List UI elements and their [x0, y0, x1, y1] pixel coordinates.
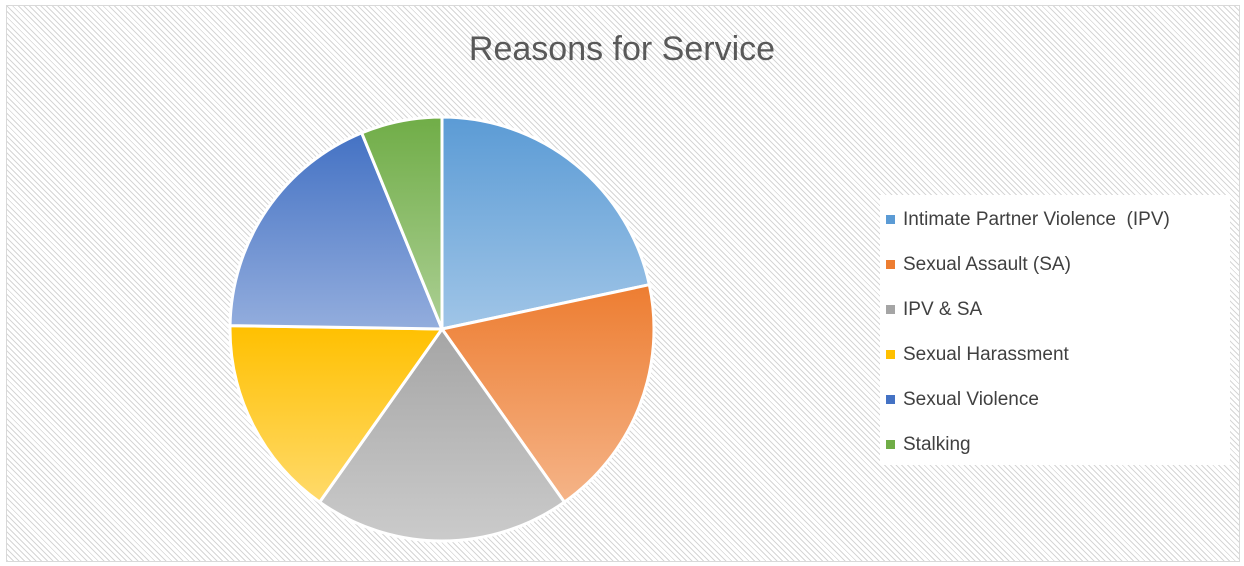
pie-slice-5: [228, 131, 444, 331]
pie-slice-3: [318, 327, 566, 543]
legend-label: Sexual Violence: [903, 388, 1039, 410]
legend-label: Sexual Harassment: [903, 343, 1069, 365]
chart-legend: Intimate Partner Violence (IPV) Sexual As…: [880, 195, 1230, 465]
legend-item: Intimate Partner Violence (IPV): [886, 197, 1230, 242]
legend-label: Sexual Assault (SA): [903, 253, 1071, 275]
legend-item: Sexual Assault (SA): [886, 242, 1230, 287]
legend-swatch: [886, 440, 895, 449]
legend-swatch: [886, 305, 895, 314]
legend-item: Sexual Violence: [886, 377, 1230, 422]
legend-item: IPV & SA: [886, 287, 1230, 332]
legend-item: Sexual Harassment: [886, 332, 1230, 377]
legend-swatch: [886, 395, 895, 404]
legend-swatch: [886, 260, 895, 269]
legend-swatch: [886, 215, 895, 224]
legend-label: Intimate Partner Violence (IPV): [903, 208, 1170, 230]
pie-slice-6: [360, 115, 444, 331]
legend-label: Stalking: [903, 433, 971, 455]
pie-slice-1: [440, 115, 651, 331]
legend-swatch: [886, 350, 895, 359]
pie-slice-4: [228, 324, 444, 504]
legend-label: IPV & SA: [903, 298, 983, 320]
chart-title: Reasons for Service: [468, 30, 776, 68]
legend-item: Stalking: [886, 422, 1230, 467]
pie-slice-2: [440, 283, 656, 504]
